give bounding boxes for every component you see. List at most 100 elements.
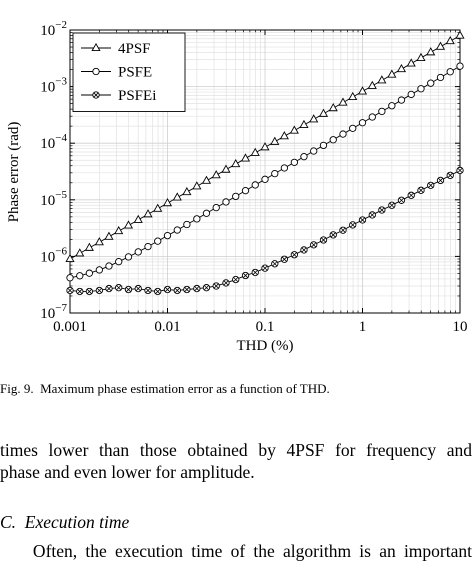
marker-cross xyxy=(330,232,336,238)
marker-shape xyxy=(201,175,212,184)
marker-shape xyxy=(319,141,328,150)
marker xyxy=(426,47,436,56)
marker-shape xyxy=(183,220,191,229)
marker-shape xyxy=(91,42,101,52)
marker xyxy=(115,258,123,266)
marker-cross xyxy=(174,287,180,293)
x-axis-label: THD (%) xyxy=(236,338,293,354)
marker-cross xyxy=(203,285,209,291)
marker-shape xyxy=(377,75,387,84)
marker-cross xyxy=(262,265,268,271)
marker xyxy=(232,275,240,284)
marker xyxy=(367,80,377,89)
marker-shape xyxy=(436,73,445,82)
marker-shape xyxy=(85,269,94,277)
marker xyxy=(406,58,416,67)
marker xyxy=(212,203,220,212)
marker-cross xyxy=(252,269,258,275)
marker-shape xyxy=(280,164,289,172)
marker-shape xyxy=(309,114,319,123)
marker-cross xyxy=(86,288,92,294)
marker-shape xyxy=(338,97,348,106)
marker-shape xyxy=(123,220,134,229)
marker-cross xyxy=(447,172,453,178)
marker-shape xyxy=(212,203,220,212)
marker xyxy=(241,271,250,280)
marker-shape xyxy=(290,158,299,166)
marker xyxy=(289,125,299,134)
marker-shape xyxy=(134,248,142,256)
marker xyxy=(271,260,279,268)
marker-shape xyxy=(397,96,406,104)
marker-shape xyxy=(396,63,407,73)
marker xyxy=(94,237,104,246)
marker xyxy=(299,119,309,129)
marker xyxy=(339,226,347,234)
marker-cross xyxy=(301,247,307,253)
marker-cross xyxy=(213,283,219,289)
marker xyxy=(65,253,75,263)
marker-shape xyxy=(339,130,347,138)
marker xyxy=(250,147,260,156)
marker-shape xyxy=(310,147,318,155)
marker-cross xyxy=(360,217,365,223)
marker-shape xyxy=(358,119,367,127)
y-tick-label: 10−6 xyxy=(40,245,67,265)
marker xyxy=(162,198,173,207)
marker xyxy=(397,96,406,104)
marker xyxy=(85,287,94,296)
marker xyxy=(163,231,172,240)
marker-shape xyxy=(193,215,201,223)
marker xyxy=(348,91,358,101)
marker xyxy=(435,41,446,50)
marker-cross xyxy=(165,287,170,292)
marker-shape xyxy=(65,253,75,263)
marker xyxy=(133,214,143,223)
marker-shape xyxy=(144,242,152,251)
marker xyxy=(193,215,201,223)
marker-cross xyxy=(243,273,248,278)
y-tick-label: 10−5 xyxy=(40,189,67,209)
marker-shape xyxy=(232,192,240,201)
marker xyxy=(280,255,289,263)
marker-shape xyxy=(261,175,269,183)
x-tick-label: 10 xyxy=(453,319,468,335)
marker-cross xyxy=(398,197,404,203)
marker-shape xyxy=(115,258,123,266)
y-tick-label: 10−2 xyxy=(40,19,67,39)
marker xyxy=(309,114,319,123)
marker-shape xyxy=(66,274,74,282)
marker-cross xyxy=(223,280,229,286)
marker-shape xyxy=(241,187,250,195)
marker xyxy=(396,63,407,73)
marker-shape xyxy=(153,203,163,212)
marker xyxy=(144,242,152,251)
marker xyxy=(310,241,318,249)
marker-shape xyxy=(221,164,231,173)
marker-cross xyxy=(340,227,346,233)
marker xyxy=(416,52,426,61)
marker xyxy=(231,158,241,168)
marker-cross xyxy=(272,261,278,267)
legend: 4PSF PSFE PSFEi xyxy=(72,32,186,112)
figure-caption: Fig. 9. Maximum phase estimation error a… xyxy=(0,381,330,396)
marker xyxy=(172,192,182,201)
marker xyxy=(163,285,172,294)
marker-cross xyxy=(155,288,161,294)
marker xyxy=(182,186,192,196)
marker-shape xyxy=(271,169,279,178)
marker-cross xyxy=(67,287,73,293)
marker xyxy=(115,284,123,292)
marker xyxy=(76,272,84,280)
marker xyxy=(183,285,191,294)
marker xyxy=(456,166,464,175)
marker xyxy=(95,286,104,295)
marker xyxy=(338,97,348,106)
marker xyxy=(241,187,250,195)
marker-shape xyxy=(456,62,464,70)
marker xyxy=(328,103,338,112)
marker-cross xyxy=(379,207,385,213)
marker xyxy=(232,192,240,201)
paragraph-line: phase and even lower for amplitude. xyxy=(0,462,255,482)
